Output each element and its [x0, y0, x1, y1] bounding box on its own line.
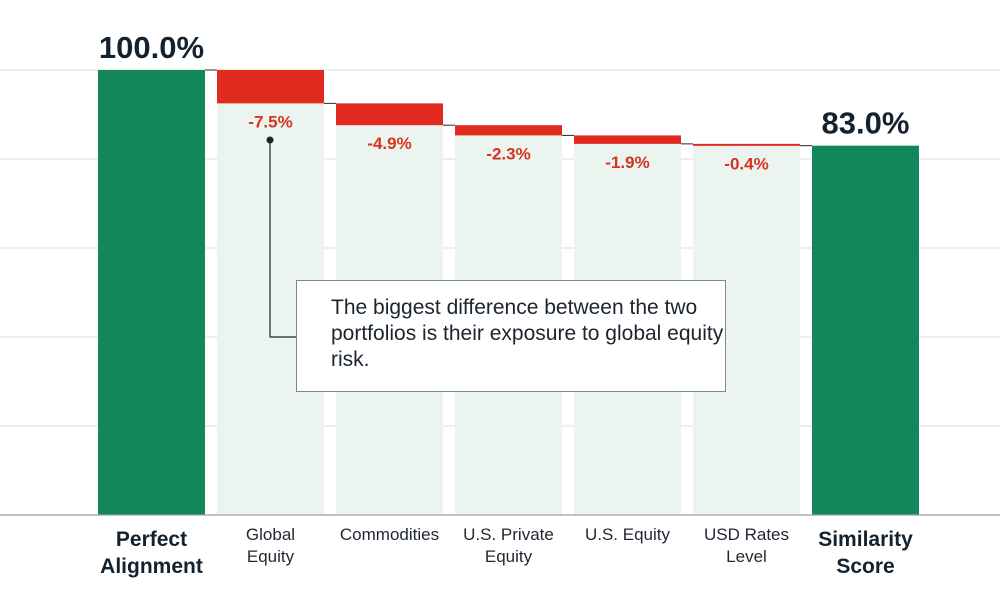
- bars: [98, 70, 919, 515]
- tick-label-usd-rates-level: USD Rates: [704, 525, 789, 544]
- tick-label-u-s-equity: U.S. Equity: [585, 525, 671, 544]
- connector-lines: [205, 69, 812, 147]
- bar-commodities: [336, 103, 443, 126]
- bar-usd-rates-level: [693, 143, 800, 146]
- value-label-global-equity: -7.5%: [248, 112, 292, 131]
- annotation-callout: The biggest difference between the two p…: [296, 280, 726, 392]
- value-label-usd-rates-level: -0.4%: [724, 155, 768, 174]
- annotation-pointer: [266, 136, 296, 338]
- value-label-u-s-private-equity: -2.3%: [486, 144, 530, 163]
- value-label-commodities: -4.9%: [367, 134, 411, 153]
- bar-u-s-private-equity: [455, 125, 562, 136]
- bar-u-s-equity: [574, 135, 681, 144]
- tick-label-similarity-score: Score: [836, 555, 894, 578]
- data-labels: 100.0% -7.5% -4.9% -2.3% -1.9% -0.4% 83.0%: [99, 30, 910, 174]
- tick-label-similarity-score: Similarity: [818, 528, 913, 551]
- tick-label-global-equity: Equity: [247, 547, 295, 566]
- value-label-u-s-equity: -1.9%: [605, 153, 649, 172]
- tick-label-perfect-alignment: Alignment: [100, 555, 203, 578]
- pointer-line: [269, 140, 296, 338]
- bar-similarity-score: [812, 145, 919, 515]
- category-tick-labels: Perfect Alignment Global Equity Commodities U…: [100, 525, 913, 578]
- bar-global-equity: [217, 70, 324, 104]
- tick-label-perfect-alignment: Perfect: [116, 528, 187, 551]
- tick-label-u-s-private-equity: U.S. Private: [463, 525, 554, 544]
- value-label-perfect-alignment: 100.0%: [99, 30, 204, 65]
- tick-label-u-s-private-equity: Equity: [485, 547, 533, 566]
- bar-perfect-alignment: [98, 70, 205, 515]
- tick-label-global-equity: Global: [246, 525, 295, 544]
- tick-label-usd-rates-level: Level: [726, 547, 767, 566]
- tick-label-commodities: Commodities: [340, 525, 439, 544]
- value-label-similarity-score: 83.0%: [822, 106, 910, 141]
